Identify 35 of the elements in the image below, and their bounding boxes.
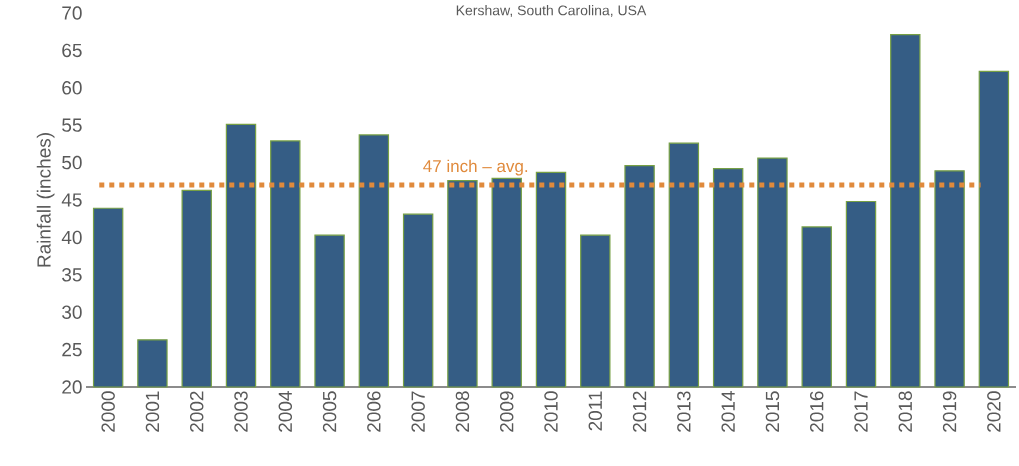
y-axis-title: Rainfall (inches) bbox=[36, 133, 55, 267]
y-tick-label: 20 bbox=[62, 380, 82, 394]
x-tick-label: 2004 bbox=[278, 391, 293, 432]
y-tick-label: 45 bbox=[61, 193, 82, 207]
x-tick-label: 2003 bbox=[234, 391, 248, 432]
y-tick-label: 25 bbox=[62, 342, 82, 357]
y-tick-label: 35 bbox=[62, 268, 82, 282]
x-tick-label: 2019 bbox=[942, 391, 957, 432]
x-tick-label: 2020 bbox=[987, 391, 1001, 432]
x-tick-label: 2015 bbox=[765, 391, 780, 432]
y-tick-label: 55 bbox=[62, 118, 82, 132]
y-tick-label: 65 bbox=[62, 43, 82, 58]
y-tick-label: 50 bbox=[62, 155, 82, 170]
x-tick-label: 2007 bbox=[411, 391, 425, 432]
x-tick-label: 2011 bbox=[588, 391, 603, 431]
x-tick-label: 2008 bbox=[455, 391, 470, 432]
x-tick-label: 2017 bbox=[854, 391, 868, 432]
chart-title: Kershaw, South Carolina, USA bbox=[456, 5, 647, 17]
ref-line-label: 47 inch – avg. bbox=[423, 159, 528, 176]
x-tick-label: 2005 bbox=[322, 391, 337, 432]
x-tick-label: 2018 bbox=[898, 391, 913, 432]
y-tick-label: 60 bbox=[62, 81, 82, 95]
x-tick-label: 2014 bbox=[721, 391, 735, 432]
x-tick-label: 2010 bbox=[544, 391, 558, 432]
y-tick-label: 40 bbox=[61, 230, 82, 245]
x-tick-label: 2012 bbox=[632, 391, 647, 432]
x-tick-label: 2006 bbox=[367, 391, 381, 432]
x-tick-label: 2016 bbox=[810, 391, 824, 432]
y-tick-label: 30 bbox=[62, 305, 82, 319]
x-tick-label: 2000 bbox=[101, 391, 115, 432]
x-tick-label: 2009 bbox=[499, 391, 514, 432]
x-tick-label: 2013 bbox=[677, 391, 691, 432]
x-tick-label: 2002 bbox=[189, 391, 204, 432]
y-tick-label: 70 bbox=[62, 6, 82, 20]
x-tick-label: 2001 bbox=[145, 391, 160, 432]
